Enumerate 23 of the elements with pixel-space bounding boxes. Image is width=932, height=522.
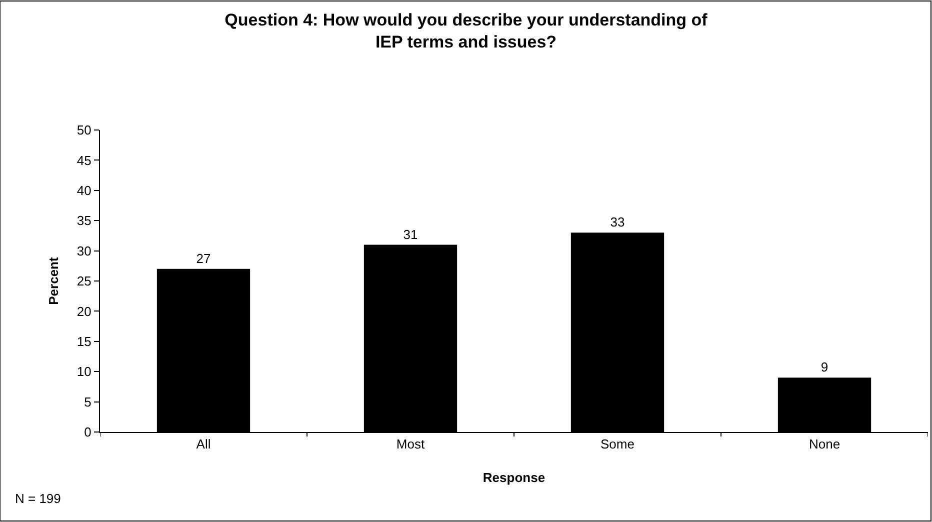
- data-label: 33: [610, 214, 625, 230]
- y-tick-label: 15: [76, 334, 92, 349]
- data-label: 9: [820, 360, 828, 375]
- x-tick-label: Most: [396, 436, 425, 452]
- y-tick-label: 30: [76, 243, 92, 258]
- data-label: 27: [196, 250, 211, 266]
- y-tick-label: 50: [76, 122, 92, 138]
- y-tick-label: 35: [76, 213, 92, 228]
- x-tick-label: Some: [600, 436, 634, 452]
- x-tick-label: All: [196, 436, 211, 452]
- y-tick-label: 0: [84, 424, 92, 440]
- y-tick-label: 25: [76, 274, 92, 289]
- y-tick-label: 40: [76, 182, 92, 198]
- chart-title: Question 4: How would you describe your understanding of IEP terms and issues?: [224, 10, 708, 52]
- y-axis-title: Percent: [46, 256, 61, 305]
- data-label: 31: [403, 226, 418, 242]
- y-tick-label: 5: [84, 394, 92, 410]
- x-axis-title: Response: [482, 470, 546, 486]
- y-tick-label: 45: [76, 152, 92, 168]
- text: N = 199: [15, 491, 61, 506]
- x-tick-label: None: [808, 436, 840, 452]
- y-tick-label: 20: [76, 304, 92, 319]
- y-tick-label: 10: [76, 364, 92, 380]
